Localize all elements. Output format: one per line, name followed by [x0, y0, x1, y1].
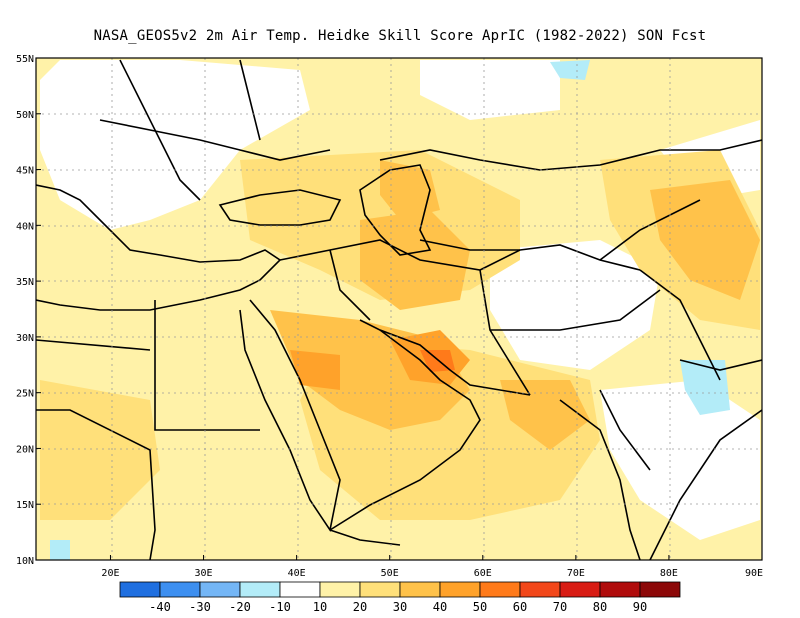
colorbar-swatch — [439, 581, 481, 598]
colorbar-label: 60 — [513, 600, 527, 614]
lat-tick-label: 50N — [16, 110, 34, 121]
lon-tick-label: 90E — [745, 568, 763, 579]
border-line — [329, 249, 371, 321]
border-line — [599, 199, 701, 261]
lat-tick-label: 10N — [16, 556, 34, 567]
lat-tick-label: 15N — [16, 500, 34, 511]
black-sea-coast — [218, 189, 342, 226]
colorbar-swatch — [239, 581, 281, 598]
skill-30-40 — [500, 380, 590, 450]
colorbar-swatch — [399, 581, 441, 598]
low-skill-area — [600, 380, 760, 540]
colorbar-label: 40 — [433, 600, 447, 614]
skill-30-40 — [360, 210, 470, 310]
colorbar-label: 50 — [473, 600, 487, 614]
colorbar-swatch — [199, 581, 241, 598]
africa-horn — [329, 529, 401, 546]
colorbar-swatch — [159, 581, 201, 598]
border-line — [119, 59, 201, 201]
persian-gulf-coast — [379, 329, 531, 396]
border-line — [419, 239, 520, 251]
skill-30-40 — [380, 160, 440, 220]
negative-skill-area — [550, 60, 590, 80]
lat-tick-label: 55N — [16, 54, 34, 65]
colorbar-label: 30 — [393, 600, 407, 614]
border-line — [36, 409, 156, 560]
low-skill-area — [490, 240, 660, 370]
arabian-coast — [329, 319, 481, 531]
colorbar-label: -10 — [269, 600, 291, 614]
border-line — [154, 300, 260, 431]
colorbar-label: -30 — [189, 600, 211, 614]
lat-tick-label: 35N — [16, 277, 34, 288]
low-skill-area — [420, 60, 560, 120]
map-title: NASA_GEOS5v2 2m Air Temp. Heidke Skill S… — [93, 28, 707, 44]
colorbar-label: 90 — [633, 600, 647, 614]
colorbar-swatch — [119, 581, 161, 598]
border-line — [599, 389, 651, 471]
colorbar-label: 80 — [593, 600, 607, 614]
lat-tick-label: 45N — [16, 166, 34, 177]
border-line — [379, 139, 762, 171]
colorbar-label: -40 — [149, 600, 171, 614]
india-east-coast — [649, 409, 762, 560]
colorbar-swatch — [519, 581, 561, 598]
gridlines — [36, 58, 762, 560]
border-line — [99, 119, 331, 161]
negative-skill-area — [50, 540, 70, 560]
lon-tick-label: 70E — [567, 568, 585, 579]
map-frame — [35, 57, 763, 561]
border-line — [679, 359, 762, 371]
lon-tick-label: 60E — [474, 568, 492, 579]
longitude-axis: 20E 30E 40E 50E 60E 70E 80E 90E — [101, 555, 763, 579]
colorbar-swatch — [639, 581, 681, 598]
skill-30-40 — [650, 180, 760, 300]
lat-tick-label: 40N — [16, 221, 34, 232]
lon-tick-label: 30E — [195, 568, 213, 579]
colorbar-label: 20 — [353, 600, 367, 614]
lon-tick-label: 80E — [660, 568, 678, 579]
colorbar-label: 10 — [313, 600, 327, 614]
colorbar-label: 70 — [553, 600, 567, 614]
lon-tick-label: 40E — [288, 568, 306, 579]
skill-40-50 — [290, 350, 340, 390]
colorbar-swatch — [279, 581, 321, 598]
colorbar-swatch — [359, 581, 401, 598]
coastlines — [36, 59, 762, 560]
colorbar-swatch — [559, 581, 601, 598]
colorbar-swatch — [479, 581, 521, 598]
colorbar: -40 -30 -20 -10 10 20 30 40 50 60 70 80 90 — [119, 581, 681, 614]
border-line — [490, 289, 661, 331]
mediterranean-coast — [36, 184, 282, 311]
latitude-axis: 10N 15N 20N 25N 30N 35N 40N 45N 50N 55N — [16, 54, 41, 567]
colorbar-swatch — [319, 581, 361, 598]
skill-20-30 — [40, 380, 160, 520]
border-line — [639, 269, 721, 381]
border-line — [36, 339, 151, 351]
border-line — [239, 59, 261, 141]
lat-tick-label: 20N — [16, 444, 34, 455]
lat-tick-label: 25N — [16, 389, 34, 400]
caspian-coast — [359, 164, 432, 256]
low-skill-area — [40, 60, 310, 230]
lon-tick-label: 20E — [101, 568, 119, 579]
lon-tick-label: 50E — [381, 568, 399, 579]
colorbar-label: -20 — [229, 600, 251, 614]
colorbar-swatch — [599, 581, 641, 598]
lat-tick-label: 30N — [16, 333, 34, 344]
indian-coast — [559, 399, 641, 560]
